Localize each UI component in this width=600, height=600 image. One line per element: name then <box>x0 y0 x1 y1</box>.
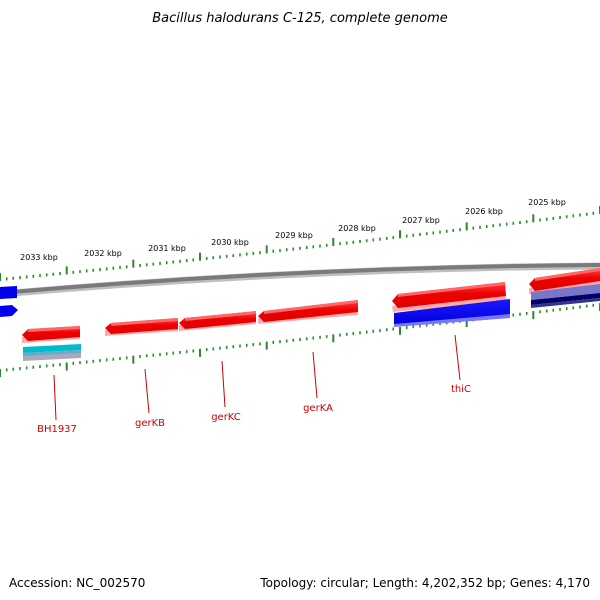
scale-label-2026: 2026 kbp <box>465 207 503 216</box>
gene-gerKC[interactable] <box>179 311 256 331</box>
gene-label-BH1937: BH1937 <box>37 424 77 435</box>
inner-scale-ticks <box>0 303 600 377</box>
gene-label-thiC: thiC <box>451 384 471 395</box>
scale-label-2032: 2032 kbp <box>84 249 122 258</box>
gene-gerKA[interactable] <box>258 300 358 324</box>
gene-label-leaders <box>53 334 461 421</box>
gene-label-gerKC: gerKC <box>211 412 241 423</box>
outer-scale-ticks <box>0 206 600 281</box>
gene-BH1937[interactable] <box>22 326 80 343</box>
scale-label-2029: 2029 kbp <box>275 231 313 240</box>
gene-label-gerKB: gerKB <box>135 418 165 429</box>
topology-text: Topology: circular; Length: 4,202,352 bp… <box>259 576 590 590</box>
scale-labels: 2033 kbp 2032 kbp 2031 kbp 2030 kbp 2029… <box>20 198 566 262</box>
scale-label-2030: 2030 kbp <box>211 238 249 247</box>
scale-label-2027: 2027 kbp <box>402 216 440 225</box>
gene-label-gerKA: gerKA <box>303 403 333 414</box>
map-title: Bacillus halodurans C-125, complete geno… <box>152 11 448 26</box>
genome-backbone <box>0 263 600 295</box>
scale-label-2031: 2031 kbp <box>148 244 186 253</box>
gene-right-edge-lower[interactable] <box>531 284 600 308</box>
genome-backbone-shadow <box>0 262 600 298</box>
scale-label-2033: 2033 kbp <box>20 253 58 262</box>
scale-label-2025: 2025 kbp <box>528 198 566 207</box>
gene-BH1937-cyan[interactable] <box>23 344 81 361</box>
scale-label-2028: 2028 kbp <box>338 224 376 233</box>
gene-thiC[interactable] <box>394 299 510 327</box>
gene-forward-thiC-region[interactable] <box>392 282 507 312</box>
gene-left-blue-top[interactable] <box>0 286 17 299</box>
accession-text: Accession: NC_002570 <box>9 576 145 590</box>
gene-left-blue-bottom[interactable] <box>0 305 18 317</box>
gene-gerKB[interactable] <box>105 318 178 336</box>
